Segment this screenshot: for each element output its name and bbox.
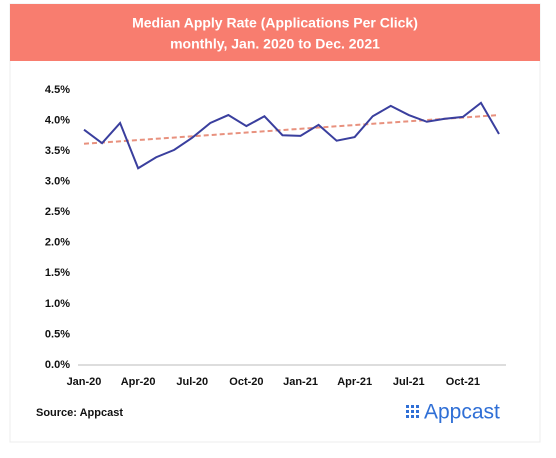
x-tick-label: Oct-21 xyxy=(446,376,480,388)
y-tick-label: 4.5% xyxy=(45,84,70,96)
x-tick-label: Apr-21 xyxy=(337,376,372,388)
logo-icon xyxy=(406,405,419,418)
y-tick-label: 4.0% xyxy=(45,114,70,126)
data-line xyxy=(83,101,500,170)
x-tick-label: Jul-20 xyxy=(176,376,208,388)
chart-title: Median Apply Rate (Applications Per Clic… xyxy=(132,15,418,31)
trendline xyxy=(83,114,500,145)
y-tick-label: 0.0% xyxy=(45,359,70,371)
x-tick-label: Jan-21 xyxy=(283,376,318,388)
x-tick-label: Jul-21 xyxy=(393,376,425,388)
y-tick-label: 2.0% xyxy=(45,237,70,249)
y-tick-label: 1.5% xyxy=(45,267,70,279)
card xyxy=(9,3,541,443)
y-tick-label: 3.0% xyxy=(45,176,70,188)
x-tick-label: Oct-20 xyxy=(229,376,263,388)
x-tick-label: Jan-20 xyxy=(67,376,102,388)
y-tick-label: 0.5% xyxy=(45,328,70,340)
logo: Appcast xyxy=(424,401,500,424)
source: Source: Appcast xyxy=(36,407,123,419)
title-banner xyxy=(10,4,540,61)
y-tick-label: 2.5% xyxy=(45,206,70,218)
chart-subtitle: monthly, Jan. 2020 to Dec. 2021 xyxy=(170,36,380,52)
y-tick-label: 1.0% xyxy=(45,298,70,310)
y-tick-label: 3.5% xyxy=(45,145,70,157)
x-tick-label: Apr-20 xyxy=(121,376,156,388)
